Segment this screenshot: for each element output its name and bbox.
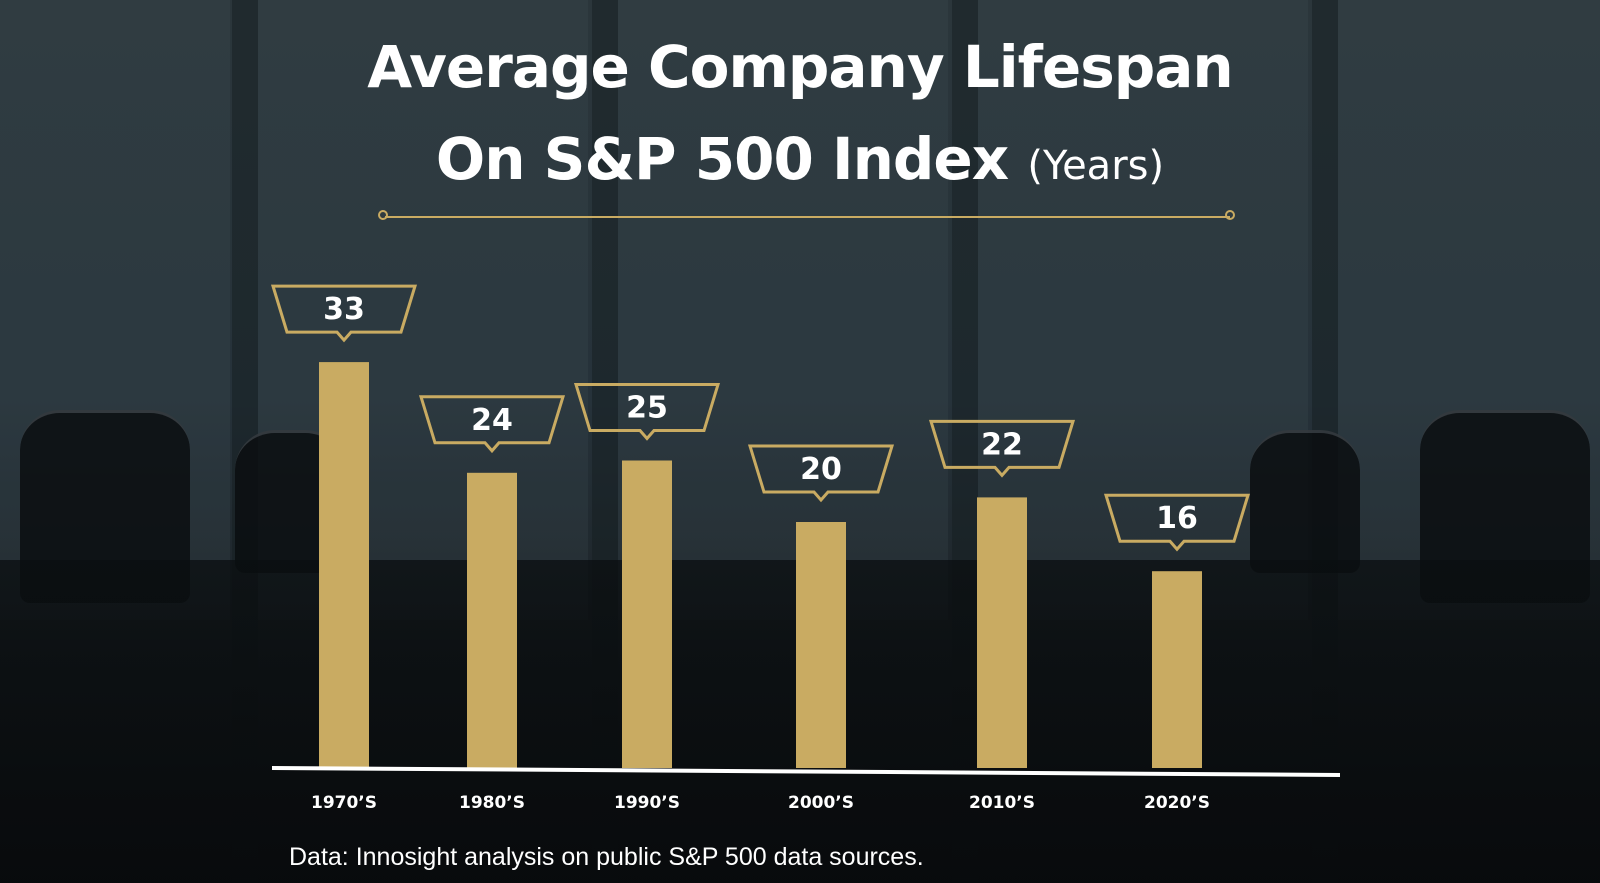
- data-label-callout: [270, 284, 418, 343]
- title-divider: [385, 216, 1230, 218]
- divider-right-dot: [1225, 210, 1235, 220]
- bar: [1152, 571, 1202, 768]
- x-tick-label: 1980’S: [459, 793, 525, 813]
- data-label: 24: [471, 403, 513, 438]
- chart-title-line1: Average Company Lifespan: [367, 33, 1233, 101]
- divider-left-dot: [378, 210, 388, 220]
- data-label: 20: [800, 452, 842, 487]
- x-tick-label: 2010’S: [969, 793, 1035, 813]
- chart-title-main: On S&P 500 Index: [435, 125, 1009, 193]
- bar: [622, 460, 672, 768]
- data-label: 16: [1156, 501, 1198, 536]
- bar: [319, 362, 369, 768]
- bar: [977, 497, 1027, 768]
- data-label-callout: [1103, 493, 1251, 552]
- bar: [796, 522, 846, 768]
- x-tick-label: 2020’S: [1144, 793, 1210, 813]
- data-label: 33: [323, 292, 365, 327]
- bar: [467, 472, 517, 768]
- chart-title-line2: On S&P 500 Index (Years): [0, 130, 1600, 188]
- x-axis-line: [271, 766, 1341, 777]
- data-label: 22: [981, 427, 1023, 462]
- data-source-note: Data: Innosight analysis on public S&P 5…: [289, 843, 924, 871]
- data-label-callout: [573, 383, 721, 441]
- x-tick-label: 2000’S: [788, 793, 854, 813]
- data-label-callout: [418, 395, 566, 454]
- chart-title-unit: (Years): [1027, 143, 1165, 189]
- data-label-callout: [928, 419, 1076, 478]
- data-label-callout: [747, 444, 895, 503]
- data-label: 25: [626, 391, 668, 426]
- x-tick-label: 1990’S: [614, 793, 680, 813]
- x-tick-label: 1970’S: [311, 793, 377, 813]
